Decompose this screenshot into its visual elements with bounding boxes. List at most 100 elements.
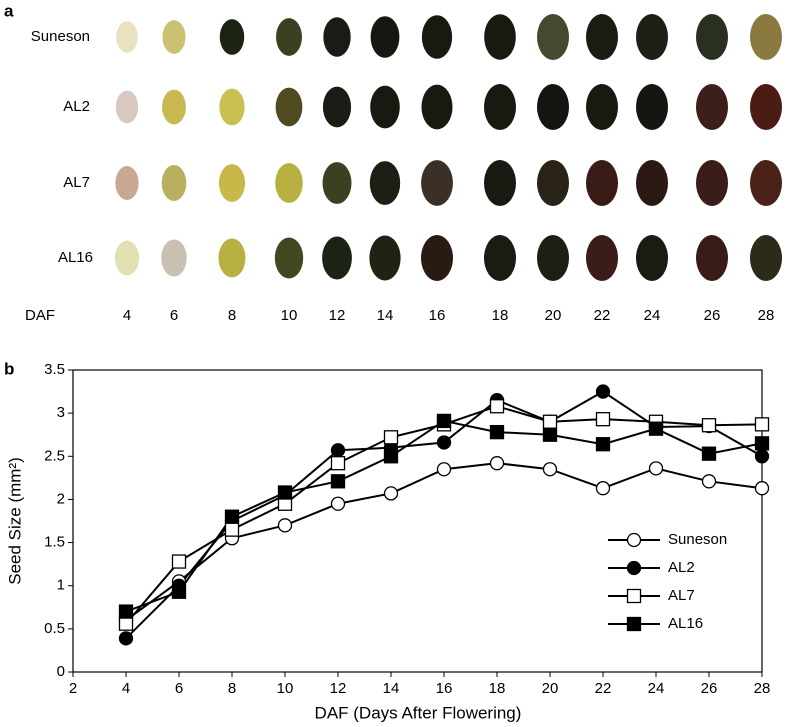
seed [218, 238, 246, 278]
seed [322, 236, 352, 280]
panel-label: b [4, 359, 14, 378]
marker [330, 474, 346, 489]
seed [421, 15, 453, 59]
seed [750, 84, 782, 130]
marker [754, 436, 770, 451]
seed [276, 18, 302, 56]
y-tick-label: 1.5 [44, 534, 65, 551]
marker [542, 414, 558, 429]
legend-marker [626, 616, 642, 632]
marker [542, 427, 558, 442]
day-label: 16 [429, 307, 446, 324]
x-axis-title: DAF (Days After Flowering) [315, 703, 522, 722]
seed [275, 87, 303, 127]
row-label: AL7 [63, 174, 90, 191]
y-tick-label: 2 [57, 490, 65, 507]
marker [436, 435, 452, 450]
y-tick-label: 2.5 [44, 447, 65, 464]
x-tick-label: 8 [228, 680, 236, 697]
seed [322, 86, 352, 128]
marker [754, 481, 770, 496]
marker [330, 496, 346, 511]
seed [115, 90, 139, 124]
seed [484, 14, 516, 60]
marker [277, 518, 293, 533]
seed [586, 160, 618, 206]
seed [636, 160, 668, 206]
seed [162, 20, 186, 54]
marker [118, 631, 134, 646]
marker [701, 446, 717, 461]
seed [323, 17, 351, 57]
marker [754, 449, 770, 464]
seed [750, 160, 782, 206]
x-tick-label: 26 [701, 680, 718, 697]
x-tick-label: 24 [648, 680, 665, 697]
seed [370, 85, 400, 129]
day-label: 12 [329, 307, 346, 324]
seed [369, 161, 401, 205]
marker [171, 584, 187, 599]
x-tick-label: 22 [595, 680, 612, 697]
legend-label: AL2 [668, 559, 695, 576]
day-label: 22 [594, 307, 611, 324]
seed [537, 235, 569, 281]
seed [116, 21, 138, 53]
seed [484, 160, 516, 206]
marker [224, 509, 240, 524]
y-axis-title: Seed Size (mm²) [5, 457, 24, 585]
seed [586, 14, 618, 60]
seed [421, 160, 453, 206]
marker [489, 399, 505, 414]
day-label: 8 [228, 307, 236, 324]
y-tick-label: 3 [57, 404, 65, 421]
seed [218, 164, 246, 202]
x-tick-label: 6 [175, 680, 183, 697]
x-tick-label: 10 [277, 680, 294, 697]
seed [636, 235, 668, 281]
seed [369, 235, 401, 281]
x-tick-label: 2 [69, 680, 77, 697]
marker [330, 456, 346, 471]
seed [219, 88, 245, 126]
row-label: Suneson [31, 28, 90, 45]
marker [542, 462, 558, 477]
seed [586, 84, 618, 130]
day-label: 18 [492, 307, 509, 324]
seed [586, 235, 618, 281]
x-tick-label: 20 [542, 680, 559, 697]
marker [383, 430, 399, 445]
seed [537, 160, 569, 206]
x-tick-label: 4 [122, 680, 130, 697]
row-label: AL2 [63, 98, 90, 115]
seed [696, 14, 728, 60]
row-label: AL16 [58, 249, 93, 266]
y-tick-label: 3.5 [44, 361, 65, 378]
day-label: 14 [377, 307, 394, 324]
seed [421, 235, 453, 281]
marker [118, 604, 134, 619]
seed [750, 235, 782, 281]
x-tick-label: 14 [383, 680, 400, 697]
day-label: 10 [281, 307, 298, 324]
x-tick-label: 12 [330, 680, 347, 697]
marker [383, 486, 399, 501]
seed [636, 14, 668, 60]
legend-marker [626, 588, 642, 604]
day-label: 24 [644, 307, 661, 324]
seed [162, 89, 186, 125]
y-tick-label: 1 [57, 577, 65, 594]
legend-marker [626, 560, 642, 576]
marker [648, 421, 664, 436]
seed [161, 239, 187, 277]
plot-frame [72, 369, 763, 673]
series-line [125, 462, 763, 622]
y-tick-label: 0 [57, 663, 65, 680]
marker [595, 437, 611, 452]
day-label: 6 [170, 307, 178, 324]
marker [648, 461, 664, 476]
marker [277, 485, 293, 500]
day-label: 4 [123, 307, 131, 324]
x-tick-label: 28 [754, 680, 771, 697]
